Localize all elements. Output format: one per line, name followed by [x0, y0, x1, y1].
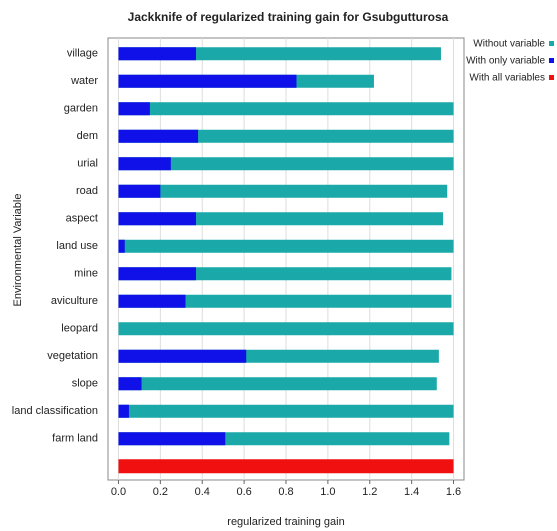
- x-tick-label: 0.0: [111, 486, 126, 498]
- x-tick-label: 0.6: [236, 486, 251, 498]
- bar: [118, 184, 161, 198]
- bar: [118, 102, 454, 116]
- bar: [118, 212, 444, 226]
- x-tick-label: 1.2: [362, 486, 377, 498]
- bar: [118, 377, 142, 391]
- bar: [118, 157, 171, 171]
- chart-title: Jackknife of regularized training gain f…: [128, 10, 449, 24]
- y-axis-label: Environmental Variable: [12, 194, 24, 307]
- x-tick-label: 1.6: [446, 486, 461, 498]
- x-axis-label: regularized training gain: [227, 516, 344, 528]
- bar: [118, 102, 150, 116]
- y-tick-label: dem: [77, 130, 98, 142]
- bar: [118, 184, 448, 198]
- bar: [118, 377, 437, 391]
- bar: [118, 157, 454, 171]
- bar: [118, 349, 247, 363]
- y-tick-label: leopard: [61, 323, 98, 335]
- x-tick-label: 1.4: [404, 486, 419, 498]
- bar: [118, 129, 199, 143]
- y-tick-label: aviculture: [51, 295, 98, 307]
- y-tick-label: land classification: [12, 405, 98, 417]
- bar: [118, 239, 125, 253]
- bar: [118, 267, 196, 281]
- y-tick-label: aspect: [66, 213, 98, 225]
- bar: [118, 267, 452, 281]
- legend-swatch: [549, 58, 554, 63]
- bar: [118, 129, 454, 143]
- legend-swatch: [549, 75, 554, 80]
- legend-label: With only variable: [466, 56, 545, 67]
- y-tick-label: land use: [56, 240, 98, 252]
- bar: [118, 432, 226, 446]
- bar: [118, 47, 196, 61]
- bar: [118, 294, 186, 308]
- bar: [118, 294, 452, 308]
- bar: [118, 459, 454, 474]
- legend-label: With all variables: [469, 73, 545, 84]
- x-tick-label: 0.8: [278, 486, 293, 498]
- bar: [118, 74, 297, 88]
- legend-swatch: [549, 41, 554, 46]
- x-tick-label: 0.4: [195, 486, 210, 498]
- y-tick-label: farm land: [52, 433, 98, 445]
- bar: [118, 322, 454, 336]
- bar: [118, 404, 454, 418]
- x-tick-label: 1.0: [320, 486, 335, 498]
- y-tick-label: urial: [77, 158, 98, 170]
- bar: [118, 47, 441, 61]
- bar: [118, 239, 454, 253]
- y-tick-label: mine: [74, 268, 98, 280]
- y-tick-label: village: [67, 48, 98, 60]
- y-tick-label: water: [70, 75, 98, 87]
- legend-label: Without variable: [473, 39, 545, 50]
- x-tick-label: 0.2: [153, 486, 168, 498]
- y-tick-label: garden: [64, 103, 98, 115]
- y-tick-label: vegetation: [47, 350, 98, 362]
- y-tick-label: road: [76, 185, 98, 197]
- y-tick-label: slope: [72, 378, 98, 390]
- bar: [118, 212, 196, 226]
- bar: [118, 404, 129, 418]
